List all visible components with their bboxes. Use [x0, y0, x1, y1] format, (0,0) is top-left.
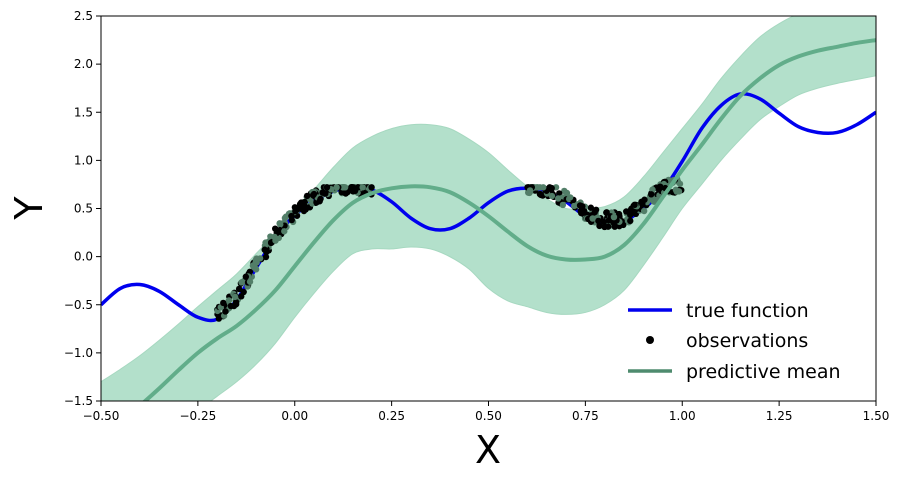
observation-point — [675, 188, 683, 195]
y-tick-label: 0.5 — [74, 202, 93, 216]
y-tick-label: 1.5 — [74, 105, 93, 119]
observation-point — [351, 187, 359, 195]
observation-point — [556, 190, 563, 197]
x-tick-label: 1.25 — [766, 409, 793, 423]
observation-point — [232, 298, 240, 306]
observation-point — [220, 299, 227, 307]
uncertainty-band — [101, 16, 876, 401]
observation-point — [648, 191, 655, 198]
plot-area — [101, 16, 876, 401]
observation-point — [627, 217, 634, 225]
observation-point — [225, 297, 233, 304]
y-tick-label: −1.5 — [64, 394, 93, 408]
observation-point — [262, 253, 270, 261]
observation-point — [577, 208, 584, 215]
observation-point — [271, 233, 278, 241]
observation-point — [591, 209, 598, 216]
x-axis-title: X — [475, 428, 501, 472]
x-tick-label: −0.25 — [179, 409, 216, 423]
y-tick-label: 1.0 — [74, 153, 93, 167]
observation-point — [563, 189, 571, 197]
y-axis-title: Y — [7, 196, 51, 221]
observation-point — [631, 201, 638, 209]
observation-point — [368, 184, 375, 191]
x-tick-label: 0.00 — [281, 409, 308, 423]
observation-point — [303, 192, 311, 200]
legend-swatch-observations — [646, 336, 654, 344]
observation-point — [610, 213, 618, 221]
observation-point — [571, 202, 578, 210]
observation-point — [292, 208, 299, 215]
y-tick-label: 2.5 — [74, 9, 93, 23]
observation-point — [322, 190, 329, 197]
observation-point — [344, 188, 351, 196]
x-tick-label: −0.50 — [83, 409, 120, 423]
observation-point — [263, 248, 270, 256]
observation-point — [627, 207, 634, 214]
y-tick-label: −0.5 — [64, 298, 93, 312]
observation-point — [298, 199, 305, 206]
observation-point — [302, 206, 309, 213]
legend-label-observations: observations — [686, 330, 808, 352]
observation-point — [256, 255, 264, 262]
observation-point — [526, 187, 534, 194]
x-tick-label: 1.00 — [669, 409, 696, 423]
observation-point — [676, 180, 684, 188]
observation-point — [576, 202, 584, 209]
x-tick-label: 0.50 — [475, 409, 502, 423]
observation-point — [566, 194, 574, 201]
y-tick-label: 0.0 — [74, 250, 93, 264]
observation-point — [589, 215, 596, 222]
legend: true function observations predictive me… — [628, 300, 841, 383]
observation-point — [595, 217, 602, 225]
x-tick-label: 0.25 — [378, 409, 405, 423]
y-tick-label: 2.0 — [74, 57, 93, 71]
observation-point — [651, 198, 658, 205]
observation-point — [238, 293, 245, 300]
x-tick-label: 0.75 — [572, 409, 599, 423]
observation-point — [309, 192, 317, 199]
observation-point — [341, 184, 349, 191]
observation-point — [231, 293, 239, 301]
observation-point — [333, 184, 340, 191]
observation-point — [548, 192, 556, 200]
observation-point — [227, 302, 235, 310]
observation-point — [359, 184, 366, 191]
observation-point — [640, 207, 648, 215]
observation-point — [555, 195, 562, 202]
observation-point — [641, 196, 648, 203]
observation-point — [316, 198, 323, 205]
observation-point — [559, 201, 567, 209]
observation-point — [281, 228, 288, 235]
predictive-mean-line — [142, 38, 876, 401]
observation-point — [600, 218, 608, 226]
x-axis: −0.50 −0.25 0.00 0.25 0.50 0.75 1.00 1.25 1.50 — [83, 401, 890, 423]
y-tick-label: −1.0 — [64, 346, 93, 360]
observation-point — [235, 285, 243, 293]
legend-label-predictive-mean: predictive mean — [686, 361, 841, 383]
observation-point — [546, 184, 553, 191]
observation-point — [587, 204, 595, 211]
observation-point — [288, 212, 295, 220]
observation-point — [252, 266, 260, 273]
observation-point — [246, 278, 254, 285]
x-tick-label: 1.50 — [863, 409, 890, 423]
observation-point — [222, 308, 229, 315]
observation-point — [242, 273, 250, 280]
observation-point — [276, 220, 283, 227]
observation-point — [238, 279, 245, 286]
legend-label-true-function: true function — [686, 300, 809, 322]
observation-point — [540, 184, 547, 191]
observation-point — [596, 222, 603, 230]
observation-point — [601, 223, 608, 231]
y-axis: −1.5 −1.0 −0.5 0.0 0.5 1.0 1.5 2.0 2.5 — [64, 9, 101, 408]
observation-point — [603, 209, 610, 216]
observation-point — [323, 184, 331, 191]
